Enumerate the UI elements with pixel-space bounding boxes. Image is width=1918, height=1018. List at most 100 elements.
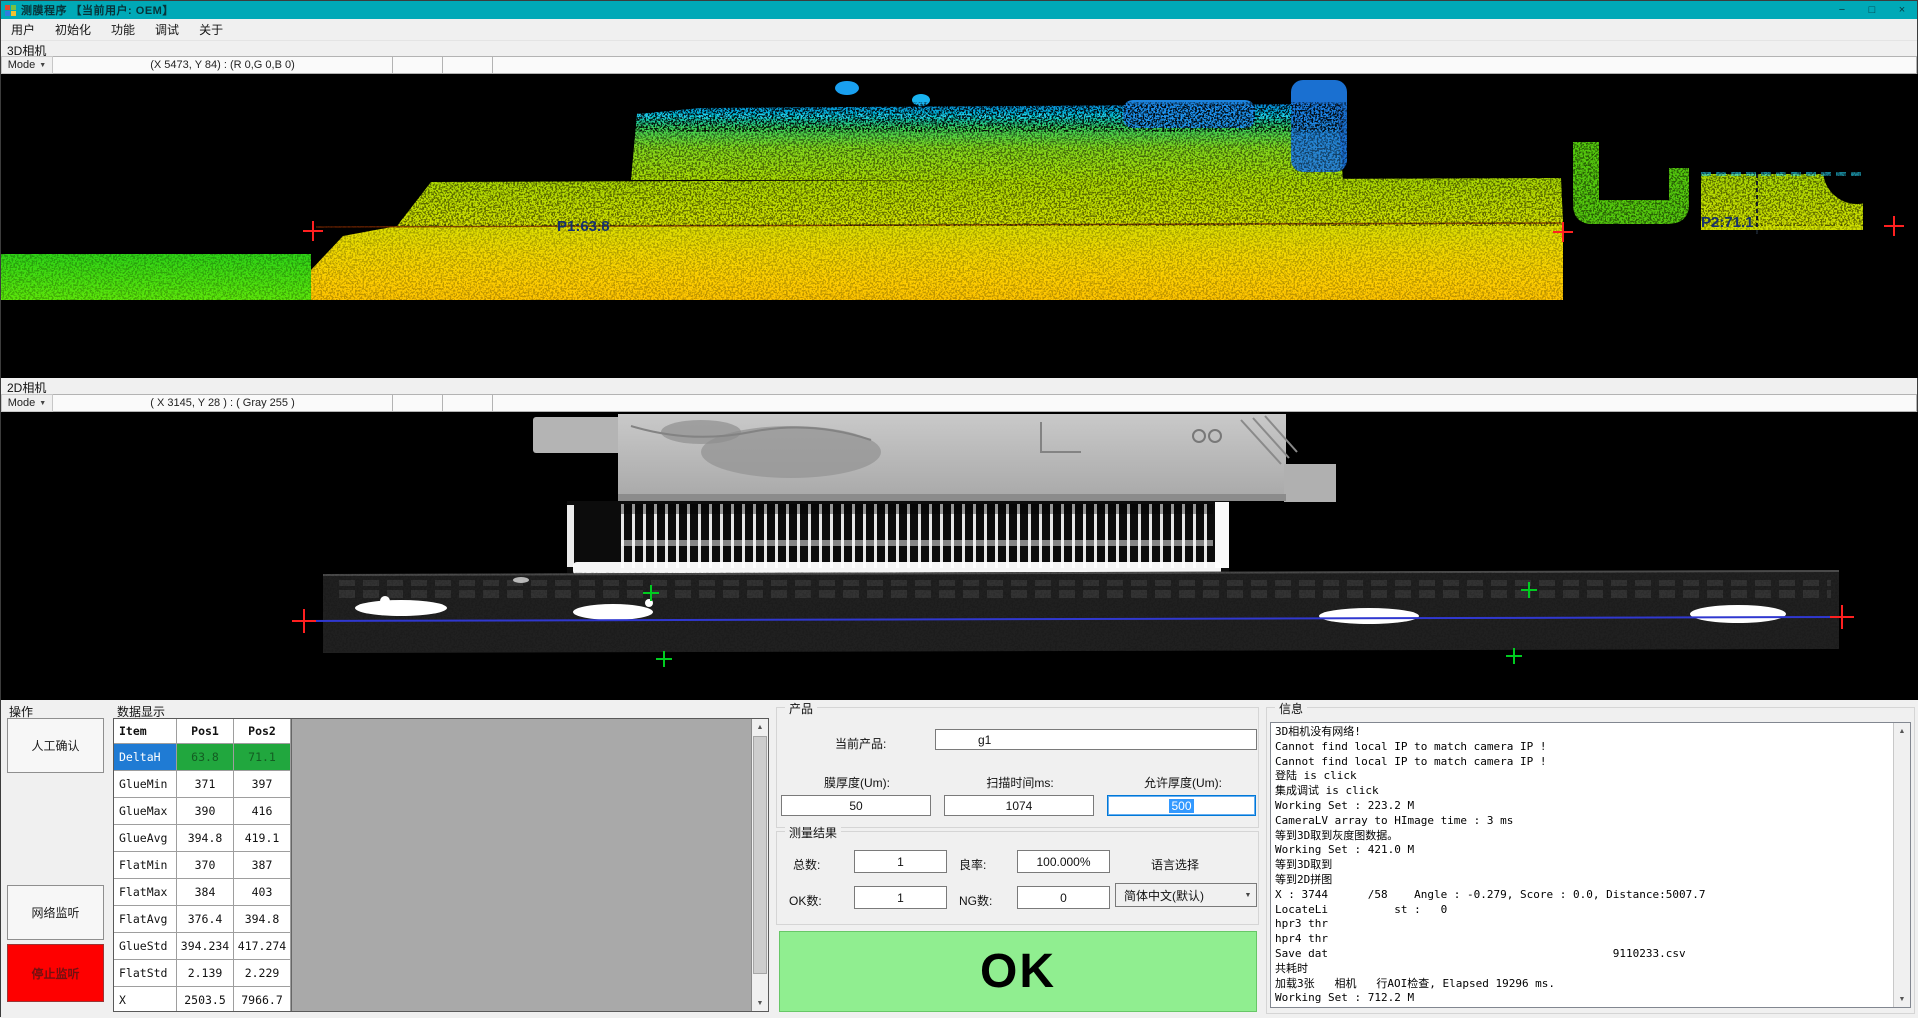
log-line: 加载3张 相机 行AOI检查, Elapsed 19296 ms. bbox=[1275, 976, 1556, 990]
table-cell-item: FlatStd bbox=[114, 960, 177, 987]
data-table-rows: DeltaH 63.8 71.1 GlueMin 371 397 GlueMax 390 416… bbox=[114, 744, 291, 1011]
scroll-up-icon[interactable]: ▲ bbox=[1894, 723, 1910, 739]
menubar: 用户 初始化 功能 调试 关于 bbox=[1, 19, 1917, 41]
table-cell-pos1: 370 bbox=[177, 852, 234, 879]
menu-item-debug[interactable]: 调试 bbox=[155, 23, 180, 37]
table-cell-pos1: 384 bbox=[177, 879, 234, 906]
camera3d-view[interactable]: P1:63.8 P2:71.1 bbox=[1, 74, 1918, 378]
film-thickness-field[interactable]: 50 bbox=[781, 795, 931, 816]
result-banner: OK bbox=[779, 931, 1257, 1012]
table-row[interactable]: FlatMax 384 403 bbox=[114, 879, 291, 906]
table-cell-pos1: 371 bbox=[177, 771, 234, 798]
allowed-thickness-label: 允许厚度(Um): bbox=[1144, 776, 1222, 790]
scrollbar-thumb[interactable] bbox=[753, 736, 767, 974]
table-cell-item: FlatAvg bbox=[114, 906, 177, 933]
table-row[interactable]: GlueMin 371 397 bbox=[114, 771, 291, 798]
current-product-field[interactable]: g1 bbox=[935, 729, 1257, 750]
table-cell-pos2: 397 bbox=[234, 771, 291, 798]
table-cell-pos2: 71.1 bbox=[234, 744, 291, 771]
log-line: Working Set : 223.2 M bbox=[1275, 798, 1415, 812]
table-row[interactable]: GlueAvg 394.8 419.1 bbox=[114, 825, 291, 852]
table-row[interactable]: DeltaH 63.8 71.1 bbox=[114, 744, 291, 771]
table-cell-pos1: 390 bbox=[177, 798, 234, 825]
table-row[interactable]: GlueStd 394.234 417.274 bbox=[114, 933, 291, 960]
log-line: LocateLi st : 0 bbox=[1275, 902, 1448, 916]
log-line: Save dat 9110233.csv bbox=[1275, 946, 1686, 960]
scan-time-field[interactable]: 1074 bbox=[944, 795, 1094, 816]
log-line: 等到3D取到灰度图数据。 bbox=[1275, 828, 1399, 842]
log-line: Working Set : 421.0 M bbox=[1275, 843, 1415, 857]
table-cell-pos2: 416 bbox=[234, 798, 291, 825]
operations-label: 操作 bbox=[9, 705, 34, 719]
stop-listen-button[interactable]: 停止监听 bbox=[7, 944, 104, 1002]
data-display-label: 数据显示 bbox=[117, 705, 166, 719]
allowed-thickness-field[interactable]: 500 bbox=[1107, 795, 1256, 816]
camera3d-modebar: Mode ▼ (X 5473, Y 84) : (R 0,G 0,B 0) bbox=[1, 56, 1917, 74]
table-cell-pos2: 403 bbox=[234, 879, 291, 906]
table-cell-pos1: 2.139 bbox=[177, 960, 234, 987]
table-cell-pos2: 417.274 bbox=[234, 933, 291, 960]
table-cell-pos1: 376.4 bbox=[177, 906, 234, 933]
camera3d-label: 3D相机 bbox=[7, 44, 47, 58]
table-cell-item: GlueMin bbox=[114, 771, 177, 798]
menu-item-user[interactable]: 用户 bbox=[11, 23, 36, 37]
ok-count-label: OK数: bbox=[789, 894, 822, 908]
chevron-down-icon: ▼ bbox=[39, 61, 47, 69]
table-cell-pos1: 63.8 bbox=[177, 744, 234, 771]
menu-item-init[interactable]: 初始化 bbox=[55, 23, 92, 37]
close-button[interactable]: × bbox=[1898, 4, 1906, 16]
p2-annotation: P2:71.1 bbox=[1701, 214, 1754, 231]
total-field[interactable]: 1 bbox=[854, 850, 947, 873]
data-table: Item Pos1 Pos2 DeltaH 63.8 71.1 GlueMin 371 3… bbox=[114, 719, 292, 1011]
log-line: hpr4 thr bbox=[1275, 932, 1328, 946]
chevron-down-icon: ▼ bbox=[1244, 891, 1252, 899]
table-cell-item: DeltaH bbox=[114, 744, 177, 771]
total-label: 总数: bbox=[793, 858, 821, 872]
scroll-down-icon[interactable]: ▼ bbox=[1894, 991, 1910, 1007]
network-listen-button[interactable]: 网络监听 bbox=[7, 885, 104, 940]
maximize-button[interactable]: □ bbox=[1868, 4, 1876, 16]
info-group: 信息 3D相机没有网络! Cannot find local IP to matc… bbox=[1266, 700, 1915, 1014]
ng-count-label: NG数: bbox=[959, 894, 993, 908]
table-row[interactable]: X 2503.5 7966.7 bbox=[114, 987, 291, 1011]
log-line: 3D相机没有网络! bbox=[1275, 725, 1361, 738]
table-cell-item: FlatMin bbox=[114, 852, 177, 879]
camera2d-label: 2D相机 bbox=[7, 381, 47, 395]
table-header-pos1: Pos1 bbox=[177, 719, 234, 744]
camera3d-mode-button[interactable]: Mode ▼ bbox=[1, 56, 53, 74]
camera2d-mode-button[interactable]: Mode ▼ bbox=[1, 394, 53, 412]
data-table-scrollbar[interactable]: ▲ ▼ bbox=[751, 719, 768, 1011]
log-content: 3D相机没有网络! Cannot find local IP to match c… bbox=[1271, 723, 1893, 1007]
log-line: Working Set : 712.2 M bbox=[1275, 991, 1415, 1005]
table-row[interactable]: FlatAvg 376.4 394.8 bbox=[114, 906, 291, 933]
log-line: Cannot find local IP to match camera IP … bbox=[1275, 754, 1547, 768]
table-cell-pos2: 387 bbox=[234, 852, 291, 879]
scroll-up-icon[interactable]: ▲ bbox=[752, 719, 768, 735]
ok-count-field[interactable]: 1 bbox=[854, 886, 947, 909]
ng-count-field[interactable]: 0 bbox=[1017, 886, 1110, 909]
table-cell-pos1: 394.234 bbox=[177, 933, 234, 960]
measure-marker-3d bbox=[303, 216, 1904, 242]
table-header-pos2: Pos2 bbox=[234, 719, 291, 744]
measure-marker-2d bbox=[292, 605, 1854, 633]
yield-field[interactable]: 100.000% bbox=[1017, 850, 1110, 873]
table-header-item: Item bbox=[114, 719, 177, 744]
table-cell-pos2: 7966.7 bbox=[234, 987, 291, 1011]
minimize-button[interactable]: − bbox=[1838, 4, 1846, 16]
table-row[interactable]: GlueMax 390 416 bbox=[114, 798, 291, 825]
log-line: CameraLV array to HImage time : 3 ms bbox=[1275, 813, 1514, 827]
camera2d-view[interactable] bbox=[1, 412, 1918, 700]
info-group-title: 信息 bbox=[1275, 700, 1308, 717]
log-box: 3D相机没有网络! Cannot find local IP to match c… bbox=[1270, 722, 1911, 1008]
scroll-down-icon[interactable]: ▼ bbox=[752, 995, 768, 1011]
language-select[interactable]: 简体中文(默认) ▼ bbox=[1115, 883, 1257, 907]
table-row[interactable]: FlatMin 370 387 bbox=[114, 852, 291, 879]
log-scrollbar[interactable]: ▲ ▼ bbox=[1893, 723, 1910, 1007]
log-line: 等到2D拼图 bbox=[1275, 872, 1333, 886]
menu-item-about[interactable]: 关于 bbox=[199, 23, 224, 37]
manual-confirm-button[interactable]: 人工确认 bbox=[7, 718, 104, 773]
table-cell-item: FlatMax bbox=[114, 879, 177, 906]
table-cell-pos2: 419.1 bbox=[234, 825, 291, 852]
table-row[interactable]: FlatStd 2.139 2.229 bbox=[114, 960, 291, 987]
menu-item-function[interactable]: 功能 bbox=[111, 23, 136, 37]
